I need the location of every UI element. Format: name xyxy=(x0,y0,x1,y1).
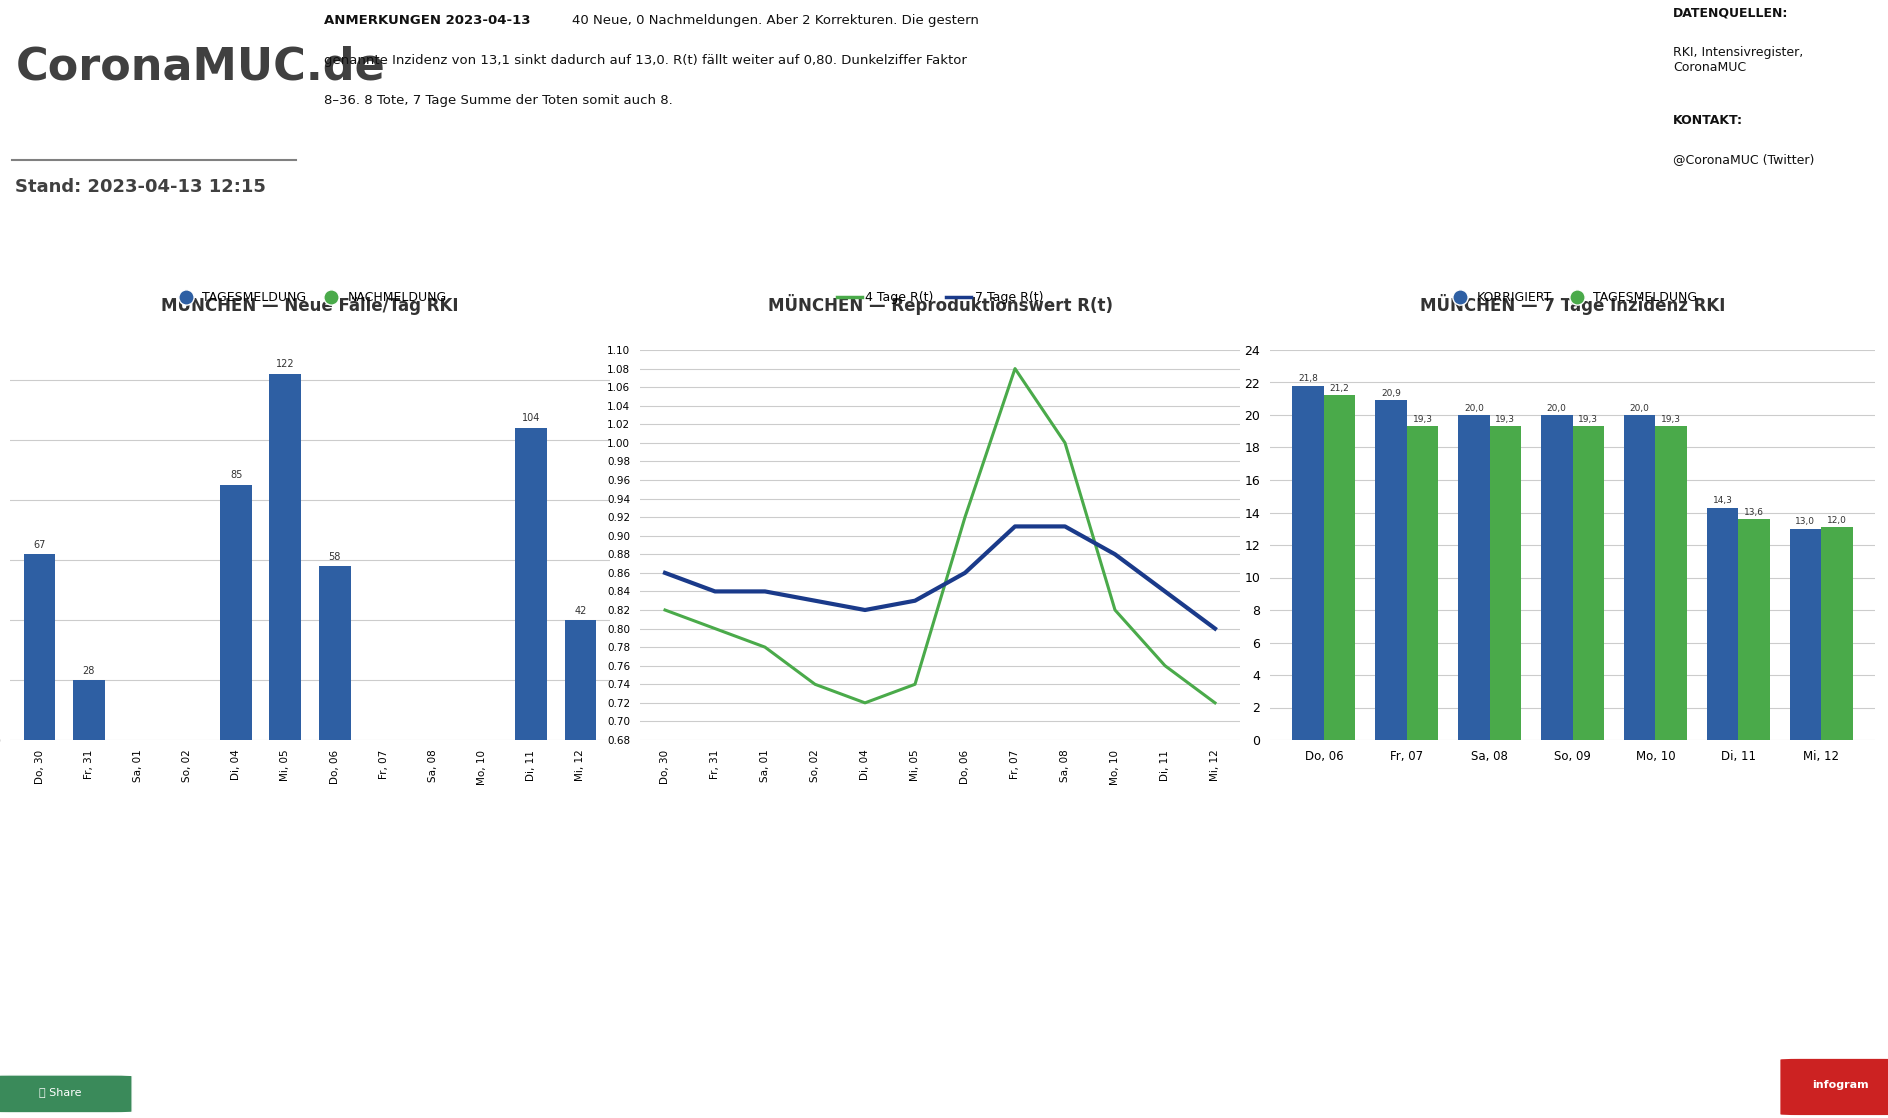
Text: 0,80 ▼: 0,80 ▼ xyxy=(1450,264,1609,306)
Text: +8: +8 xyxy=(423,264,502,315)
Text: Quelle: CoronaMUC
Täglich: Quelle: CoronaMUC Täglich xyxy=(1469,302,1590,330)
Bar xyxy=(1656,426,1686,740)
Text: 12,0: 12,0 xyxy=(1828,515,1846,524)
Text: : Summe RKI heute minus Genesene: : Summe RKI heute minus Genesene xyxy=(1069,1071,1363,1086)
Text: BESTÄTIGTE FÄLLE: BESTÄTIGTE FÄLLE xyxy=(96,231,211,241)
Text: 8–36. 8 Tote, 7 Tage Summe der Toten somit auch 8.: 8–36. 8 Tote, 7 Tage Summe der Toten som… xyxy=(325,94,672,106)
Text: 104: 104 xyxy=(523,414,540,424)
Text: 21,2: 21,2 xyxy=(1329,385,1350,394)
Text: 20,0: 20,0 xyxy=(1463,404,1484,413)
Text: VERÄNDERUNG: VERÄNDERUNG xyxy=(855,307,948,321)
Text: 13,0: 13,0 xyxy=(1795,518,1816,527)
Text: RKI, Intensivregister,
CoronaMUC: RKI, Intensivregister, CoronaMUC xyxy=(1673,46,1803,74)
Bar xyxy=(1573,426,1605,740)
Text: genannte Inzidenz von 13,1 sinkt dadurch auf 13,0. R(t) fällt weiter auf 0,80. D: genannte Inzidenz von 13,1 sinkt dadurch… xyxy=(325,54,967,67)
Bar xyxy=(1822,527,1852,740)
FancyBboxPatch shape xyxy=(0,1074,132,1112)
Text: * Genesene:  7 Tages Durchschnitt der Summe RKI vor 10 Tagen |: * Genesene: 7 Tages Durchschnitt der Sum… xyxy=(166,1071,699,1087)
Bar xyxy=(1624,415,1656,740)
Bar xyxy=(1458,415,1490,740)
Text: DATENQUELLEN:: DATENQUELLEN: xyxy=(1673,7,1788,20)
FancyBboxPatch shape xyxy=(1780,1059,1888,1115)
Text: 20,0: 20,0 xyxy=(1629,404,1650,413)
Text: Stand: 2023-04-13 12:15: Stand: 2023-04-13 12:15 xyxy=(15,178,266,196)
Text: +40: +40 xyxy=(94,264,211,315)
Bar xyxy=(1739,519,1769,740)
Text: @CoronaMUC (Twitter): @CoronaMUC (Twitter) xyxy=(1673,153,1814,165)
Text: 8–36: 8–36 xyxy=(1125,264,1263,315)
Text: Aktuell Infizierte: Aktuell Infizierte xyxy=(699,1071,850,1086)
Text: TODESFÄLLE: TODESFÄLLE xyxy=(423,231,502,241)
Bar xyxy=(1407,426,1439,740)
Title: MÜNCHEN — Neue Fälle/Tag RKI: MÜNCHEN — Neue Fälle/Tag RKI xyxy=(160,294,459,315)
Legend: 4 Tage R(t), 7 Tage R(t): 4 Tage R(t), 7 Tage R(t) xyxy=(831,286,1048,309)
Bar xyxy=(565,620,597,740)
Bar xyxy=(270,375,302,740)
Title: MÜNCHEN — 7 Tage Inzidenz RKI: MÜNCHEN — 7 Tage Inzidenz RKI xyxy=(1420,294,1726,315)
Text: 42: 42 xyxy=(574,606,587,616)
Text: 12,0: 12,0 xyxy=(1737,264,1846,306)
Text: 14,3: 14,3 xyxy=(1712,496,1733,505)
Text: 21,8: 21,8 xyxy=(1299,375,1318,383)
Bar xyxy=(1293,386,1323,740)
Text: infogram: infogram xyxy=(1812,1080,1869,1090)
Text: INZIDENZ RKI: INZIDENZ RKI xyxy=(1748,231,1833,241)
Text: 20,0: 20,0 xyxy=(1546,404,1567,413)
Bar xyxy=(319,566,351,740)
Text: 19,3: 19,3 xyxy=(1661,415,1680,424)
Text: ⎌ Share: ⎌ Share xyxy=(40,1088,81,1098)
Bar xyxy=(1490,426,1522,740)
Title: MÜNCHEN — Reproduktionswert R(t): MÜNCHEN — Reproduktionswert R(t) xyxy=(768,294,1112,315)
Text: 19,3: 19,3 xyxy=(1495,415,1516,424)
Bar xyxy=(1374,400,1407,740)
Legend: KORRIGIERT, TAGESMELDUNG: KORRIGIERT, TAGESMELDUNG xyxy=(1442,286,1703,309)
Text: 40 Neue, 0 Nachmeldungen. Aber 2 Korrekturen. Die gestern: 40 Neue, 0 Nachmeldungen. Aber 2 Korrekt… xyxy=(572,15,980,28)
Text: Gesamt: 2.586
Di–Sa.: Gesamt: 2.586 Di–Sa. xyxy=(415,302,510,330)
Text: 13,6: 13,6 xyxy=(1745,508,1763,517)
Legend: TAGESMELDUNG, NACHMELDUNG: TAGESMELDUNG, NACHMELDUNG xyxy=(168,286,451,309)
Text: INTENSIVBETTENBELEGUNG: INTENSIVBETTENBELEGUNG xyxy=(733,231,908,241)
Text: CoronaMUC.de: CoronaMUC.de xyxy=(15,46,385,88)
Bar xyxy=(1790,529,1822,740)
Text: KONTAKT:: KONTAKT: xyxy=(1673,114,1743,127)
Text: ANMERKUNGEN 2023-04-13: ANMERKUNGEN 2023-04-13 xyxy=(325,15,536,28)
Text: 20,9: 20,9 xyxy=(1380,389,1401,398)
Text: 67: 67 xyxy=(34,540,45,550)
Text: 26: 26 xyxy=(706,262,772,306)
Bar xyxy=(1323,396,1356,740)
Text: 85: 85 xyxy=(230,471,242,481)
Text: Made with: Made with xyxy=(1709,1086,1769,1099)
Text: 122: 122 xyxy=(276,360,295,370)
Text: IFR/KH basiert
Täglich: IFR/KH basiert Täglich xyxy=(1150,302,1239,330)
Bar xyxy=(221,485,253,740)
Bar xyxy=(1541,415,1573,740)
Text: Täglich: Täglich xyxy=(799,329,842,342)
Bar xyxy=(74,680,104,740)
Bar xyxy=(1707,508,1739,740)
Text: Gesamt: 720.501
Di–Sa.: Gesamt: 720.501 Di–Sa. xyxy=(100,302,208,330)
Text: REPRODUKTIONSWERT: REPRODUKTIONSWERT xyxy=(1458,231,1601,241)
Text: MÜNCHEN: MÜNCHEN xyxy=(710,307,770,321)
Text: DUNKELZIFFER FAKTOR: DUNKELZIFFER FAKTOR xyxy=(1121,231,1267,241)
Bar xyxy=(23,555,55,740)
Text: −1: −1 xyxy=(865,262,938,306)
Text: Di–Sa, nicht nach
Feiertagen: Di–Sa, nicht nach Feiertagen xyxy=(1737,302,1845,330)
Text: 28: 28 xyxy=(83,665,94,675)
Text: 19,3: 19,3 xyxy=(1578,415,1599,424)
Bar xyxy=(515,428,548,740)
Text: 58: 58 xyxy=(329,551,340,561)
Text: 19,3: 19,3 xyxy=(1412,415,1433,424)
